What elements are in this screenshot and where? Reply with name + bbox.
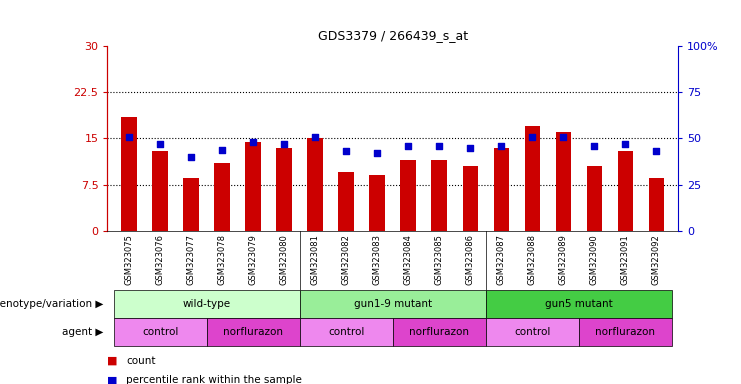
Text: ■: ■ bbox=[107, 375, 118, 384]
Text: percentile rank within the sample: percentile rank within the sample bbox=[126, 375, 302, 384]
Text: GSM323086: GSM323086 bbox=[466, 234, 475, 285]
Bar bbox=[617, 151, 633, 231]
Text: agent ▶: agent ▶ bbox=[62, 327, 104, 337]
Text: genotype/variation ▶: genotype/variation ▶ bbox=[0, 299, 104, 309]
Point bbox=[433, 143, 445, 149]
Bar bbox=[122, 117, 137, 231]
Point bbox=[465, 145, 476, 151]
Text: GSM323083: GSM323083 bbox=[373, 234, 382, 285]
Point bbox=[651, 148, 662, 154]
Bar bbox=[400, 160, 416, 231]
Text: GSM323075: GSM323075 bbox=[124, 234, 133, 285]
Bar bbox=[276, 148, 292, 231]
Point bbox=[371, 150, 383, 156]
Text: GSM323079: GSM323079 bbox=[249, 234, 258, 285]
Bar bbox=[339, 172, 354, 231]
Bar bbox=[299, 318, 393, 346]
Text: GSM323088: GSM323088 bbox=[528, 234, 536, 285]
Point bbox=[216, 146, 228, 152]
Bar bbox=[207, 318, 299, 346]
Text: GSM323081: GSM323081 bbox=[310, 234, 319, 285]
Text: GSM323077: GSM323077 bbox=[187, 234, 196, 285]
Text: GSM323092: GSM323092 bbox=[652, 234, 661, 285]
Point bbox=[495, 143, 507, 149]
Text: gun1-9 mutant: gun1-9 mutant bbox=[353, 299, 432, 309]
Point bbox=[526, 134, 538, 140]
Text: norflurazon: norflurazon bbox=[409, 327, 469, 337]
Bar bbox=[587, 166, 602, 231]
Bar bbox=[579, 318, 672, 346]
Bar bbox=[486, 318, 579, 346]
Point bbox=[402, 143, 414, 149]
Point bbox=[247, 139, 259, 145]
Bar bbox=[462, 166, 478, 231]
Text: GSM323076: GSM323076 bbox=[156, 234, 165, 285]
Text: GSM323091: GSM323091 bbox=[621, 234, 630, 285]
Bar bbox=[525, 126, 540, 231]
Text: GSM323087: GSM323087 bbox=[496, 234, 506, 285]
Bar bbox=[113, 318, 207, 346]
Point bbox=[588, 143, 600, 149]
Text: wild-type: wild-type bbox=[182, 299, 230, 309]
Point bbox=[279, 141, 290, 147]
Text: count: count bbox=[126, 356, 156, 366]
Text: GSM323078: GSM323078 bbox=[218, 234, 227, 285]
Bar bbox=[431, 160, 447, 231]
Bar bbox=[556, 132, 571, 231]
Bar bbox=[153, 151, 168, 231]
Text: norflurazon: norflurazon bbox=[595, 327, 655, 337]
Bar bbox=[393, 318, 486, 346]
Point bbox=[154, 141, 166, 147]
Text: GDS3379 / 266439_s_at: GDS3379 / 266439_s_at bbox=[318, 29, 468, 42]
Bar bbox=[648, 179, 664, 231]
Text: control: control bbox=[142, 327, 179, 337]
Text: GSM323084: GSM323084 bbox=[404, 234, 413, 285]
Bar bbox=[245, 142, 261, 231]
Point bbox=[557, 134, 569, 140]
Text: GSM323089: GSM323089 bbox=[559, 234, 568, 285]
Bar bbox=[494, 148, 509, 231]
Bar bbox=[214, 163, 230, 231]
Point bbox=[619, 141, 631, 147]
Text: control: control bbox=[514, 327, 551, 337]
Text: GSM323090: GSM323090 bbox=[590, 234, 599, 285]
Bar bbox=[113, 290, 299, 318]
Point bbox=[340, 148, 352, 154]
Text: norflurazon: norflurazon bbox=[223, 327, 283, 337]
Text: GSM323080: GSM323080 bbox=[279, 234, 289, 285]
Text: ■: ■ bbox=[107, 356, 118, 366]
Text: gun5 mutant: gun5 mutant bbox=[545, 299, 613, 309]
Text: GSM323085: GSM323085 bbox=[435, 234, 444, 285]
Point bbox=[309, 134, 321, 140]
Bar bbox=[370, 175, 385, 231]
Bar bbox=[299, 290, 486, 318]
Text: GSM323082: GSM323082 bbox=[342, 234, 350, 285]
Bar bbox=[486, 290, 672, 318]
Point bbox=[123, 134, 135, 140]
Text: control: control bbox=[328, 327, 365, 337]
Point bbox=[185, 154, 197, 160]
Bar bbox=[308, 139, 323, 231]
Bar bbox=[184, 179, 199, 231]
